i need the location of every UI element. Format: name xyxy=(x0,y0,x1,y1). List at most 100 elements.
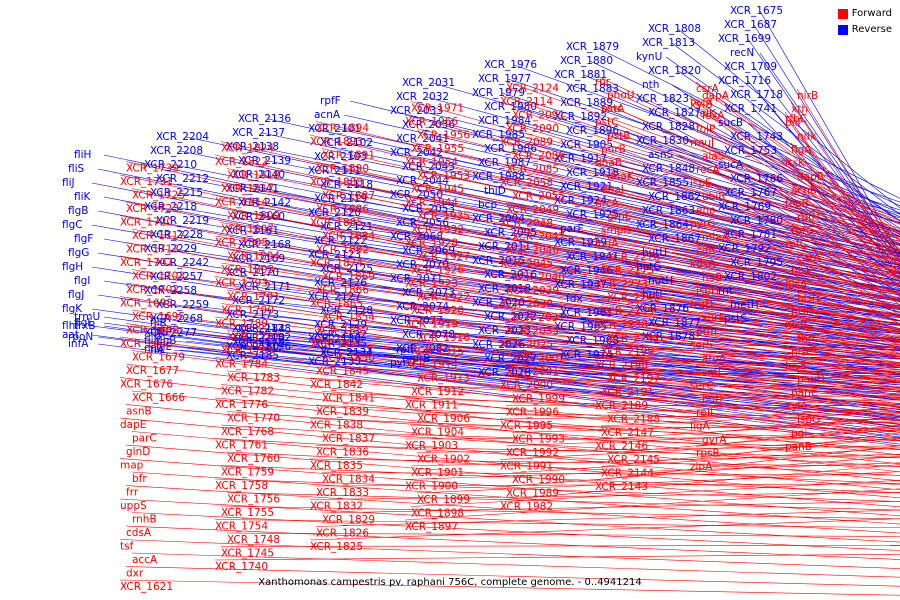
reverse-connector xyxy=(507,330,900,349)
forward-connector xyxy=(309,215,900,318)
forward-gene-label: XCR_2239 xyxy=(601,306,654,318)
forward-gene-label: cdh xyxy=(696,245,715,257)
forward-gene-label: hisA xyxy=(785,279,808,291)
forward-gene-label: XCR_1911 xyxy=(405,400,458,412)
forward-gene-label: hrcA xyxy=(595,198,620,210)
forward-gene-label: ftsB xyxy=(702,272,722,284)
reverse-gene-label: XCR_2228 xyxy=(150,229,203,241)
reverse-gene-label: XCR_2204 xyxy=(156,131,209,143)
reverse-connector xyxy=(255,346,900,398)
forward-gene-label: XCR_1756 xyxy=(227,494,280,506)
reverse-connector xyxy=(343,282,900,341)
forward-connector xyxy=(594,358,900,372)
forward-connector xyxy=(220,343,900,416)
reverse-gene-label: pyrD xyxy=(390,357,415,369)
forward-connector xyxy=(790,264,900,325)
forward-gene-label: XCR_1999 xyxy=(512,393,565,405)
forward-gene-label: XCR_2089 xyxy=(500,137,553,149)
forward-gene-label: XCR_1991 xyxy=(500,461,553,473)
reverse-gene-label: XCR_2018 xyxy=(478,283,531,295)
forward-connector xyxy=(226,249,900,357)
forward-gene-label: panD xyxy=(797,374,825,386)
forward-connector xyxy=(125,404,900,482)
forward-connector xyxy=(701,390,900,393)
reverse-connector xyxy=(425,180,900,269)
forward-gene-label: XCR_1966 xyxy=(405,116,458,128)
reverse-connector xyxy=(179,349,900,421)
forward-connector xyxy=(220,505,900,520)
forward-connector xyxy=(790,142,900,276)
reverse-connector xyxy=(343,240,900,315)
forward-gene-label: pyrG xyxy=(690,218,715,230)
forward-connector xyxy=(410,222,900,307)
reverse-connector xyxy=(419,278,900,326)
forward-connector xyxy=(220,545,900,547)
forward-gene-label: pgi xyxy=(791,428,807,440)
reverse-gene-label: XCR_1918 xyxy=(566,167,619,179)
forward-connector xyxy=(499,378,900,389)
reverse-gene-label: hutH xyxy=(648,275,673,287)
forward-connector xyxy=(695,399,900,407)
forward-connector xyxy=(695,203,900,287)
forward-connector xyxy=(600,385,900,388)
forward-connector xyxy=(796,88,900,259)
forward-gene-label: XCR_1996 xyxy=(506,407,559,419)
forward-connector xyxy=(499,464,900,501)
reverse-connector xyxy=(255,314,900,378)
reverse-gene-label: XCR_2179 xyxy=(232,337,285,349)
forward-gene-label: XCR_1932 xyxy=(411,224,464,236)
forward-gene-label: rmuJ xyxy=(690,137,714,149)
forward-gene-label: XCR_1739 xyxy=(126,163,179,175)
forward-connector xyxy=(214,154,900,302)
forward-gene-label: XCR_1901 xyxy=(411,467,464,479)
forward-gene-label: XCR_1928 xyxy=(405,238,458,250)
forward-gene-label: XCR_1838 xyxy=(310,420,363,432)
forward-connector xyxy=(594,277,900,325)
forward-gene-label: XCR_1865 xyxy=(310,298,363,310)
reverse-gene-label: XCR_2023 xyxy=(478,325,531,337)
forward-gene-label: XCR_1982 xyxy=(500,501,553,513)
forward-gene-label: XCR_1804 xyxy=(227,251,280,263)
reverse-connector xyxy=(595,298,900,326)
forward-gene-label: XCR_2275 xyxy=(601,265,654,277)
reverse-connector xyxy=(501,134,900,240)
forward-gene-label: XCR_1912 xyxy=(411,386,464,398)
legend-forward-label: Forward xyxy=(851,8,892,19)
forward-gene-label: XCR_1893 xyxy=(310,136,363,148)
reverse-gene-label: XCR_1743 xyxy=(730,131,783,143)
forward-gene-label: XCR_1748 xyxy=(227,534,280,546)
reverse-connector xyxy=(671,42,900,215)
forward-connector xyxy=(416,371,900,396)
reverse-gene-label: XCR_1917 xyxy=(554,153,607,165)
forward-connector xyxy=(511,229,900,301)
reverse-connector xyxy=(665,140,900,252)
forward-connector xyxy=(505,430,900,447)
forward-gene-label: dapB xyxy=(797,171,824,183)
reverse-gene-label: XCR_1905 xyxy=(560,139,613,151)
forward-gene-label: frr xyxy=(126,487,139,499)
forward-connector xyxy=(505,162,900,264)
forward-gene-label: alaS xyxy=(702,151,725,163)
forward-gene-label: ftsK xyxy=(785,158,806,170)
reverse-connector xyxy=(97,336,900,438)
reverse-gene-label: XCR_2173 xyxy=(226,309,279,321)
reverse-connector xyxy=(261,258,900,342)
forward-connector xyxy=(404,398,900,413)
reverse-gene-label: flgC xyxy=(62,219,83,231)
forward-gene-label: XCR_2086 xyxy=(512,150,565,162)
forward-connector xyxy=(214,276,900,375)
forward-connector xyxy=(315,242,900,333)
reverse-gene-label: sucA xyxy=(718,159,744,171)
reverse-connector xyxy=(173,349,900,425)
forward-gene-label: XCR_2189 xyxy=(595,400,648,412)
reverse-gene-label: flgK xyxy=(62,303,83,315)
forward-connector xyxy=(309,418,900,442)
reverse-gene-label: flgF xyxy=(74,233,93,245)
reverse-gene-label: asnS xyxy=(648,149,674,161)
reverse-connector xyxy=(425,138,900,246)
reverse-gene-label: XCR_2140 xyxy=(232,169,285,181)
forward-gene-label: panB xyxy=(785,441,812,453)
forward-gene-label: XCR_1874 xyxy=(310,258,363,270)
forward-gene-label: XCR_2025 xyxy=(500,339,553,351)
